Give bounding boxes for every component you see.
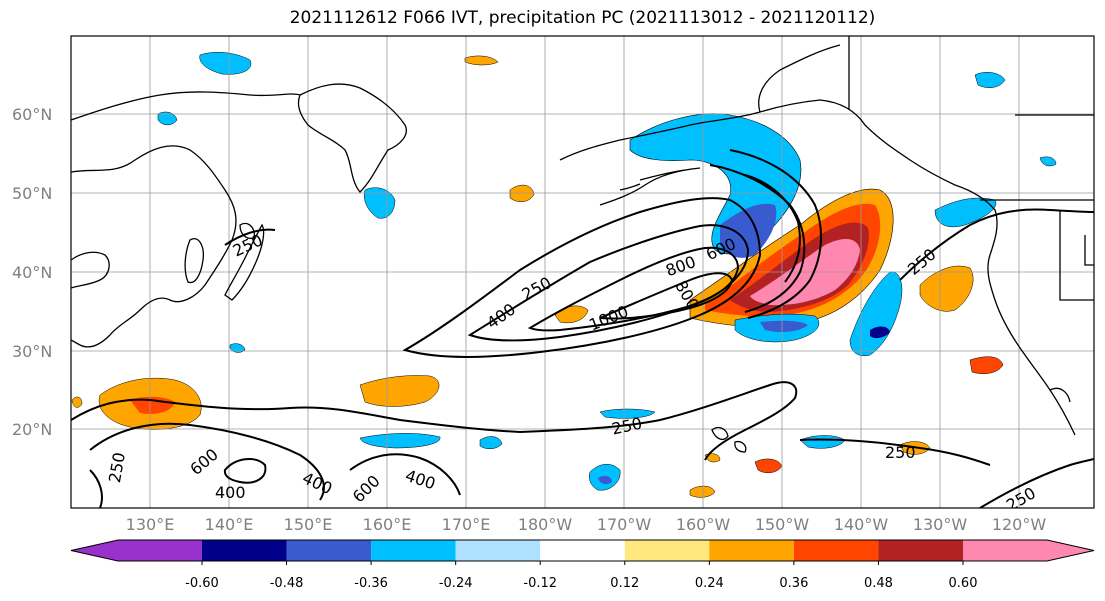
colorbar-segment xyxy=(455,540,541,561)
contour-label-400b: 400 xyxy=(215,483,246,502)
lon-label-140w: 140°W xyxy=(834,515,889,534)
lon-label-140e: 140°E xyxy=(205,515,254,534)
colorbar-tick-label: 0.60 xyxy=(949,576,978,591)
colorbar-segment xyxy=(540,540,625,561)
coastlines xyxy=(71,36,1094,453)
lon-label-130w: 130°W xyxy=(913,515,968,534)
colorbar-segment xyxy=(878,540,963,561)
graticule xyxy=(71,36,1094,508)
colorbar-tick-label: -0.24 xyxy=(439,576,473,591)
lat-label-20n: 20°N xyxy=(12,420,52,439)
colorbar: -0.60 -0.48 -0.36 -0.24 -0.12 0.12 0.24 0.36 0.4… xyxy=(70,539,1095,591)
colorbar-segment xyxy=(286,540,372,561)
lat-label-50n: 50°N xyxy=(12,184,52,203)
colorbar-tick-label: -0.48 xyxy=(270,576,304,591)
colorbar-segment xyxy=(71,540,202,561)
colorbar-tick-label: -0.12 xyxy=(523,576,557,591)
map-frame xyxy=(70,35,1095,509)
lon-label-150e: 150°E xyxy=(284,515,333,534)
lon-label-180w: 180°W xyxy=(518,515,573,534)
colorbar-segment xyxy=(371,540,456,561)
colorbar-outline xyxy=(70,539,1095,562)
colorbar-tick-label: -0.60 xyxy=(185,576,219,591)
lon-label-150w: 150°W xyxy=(755,515,810,534)
colorbar-tick-label: 0.24 xyxy=(695,576,724,591)
lon-label-170e: 170°E xyxy=(442,515,491,534)
lon-label-160e: 160°E xyxy=(363,515,412,534)
colorbar-tick-label: -0.36 xyxy=(354,576,388,591)
lat-label-60n: 60°N xyxy=(12,105,52,124)
colorbar-tick-label: 0.48 xyxy=(864,576,893,591)
lat-label-40n: 40°N xyxy=(12,263,52,282)
lon-label-170w: 170°W xyxy=(597,515,652,534)
map-title: 2021112612 F066 IVT, precipitation PC (2… xyxy=(289,8,876,28)
lon-label-160w: 160°W xyxy=(676,515,731,534)
colorbar-segment xyxy=(202,540,287,561)
colorbar-tick-label: 0.36 xyxy=(779,576,808,591)
ivt-contours xyxy=(71,149,1094,508)
contour-label-250d: 250 xyxy=(885,443,916,462)
lat-axis: 60°N 50°N 40°N 30°N 20°N xyxy=(12,105,52,439)
colorbar-tick-label: 0.12 xyxy=(610,576,639,591)
lon-axis: 130°E 140°E 150°E 160°E 170°E 180°W 170°… xyxy=(126,515,1047,534)
lon-label-130e: 130°E xyxy=(126,515,175,534)
colorbar-segment xyxy=(709,540,794,561)
colorbar-segment xyxy=(793,540,879,561)
colorbar-segment xyxy=(963,540,1094,561)
colorbar-segment xyxy=(624,540,710,561)
lon-label-120w: 120°W xyxy=(992,515,1047,534)
lat-label-30n: 30°N xyxy=(12,342,52,361)
